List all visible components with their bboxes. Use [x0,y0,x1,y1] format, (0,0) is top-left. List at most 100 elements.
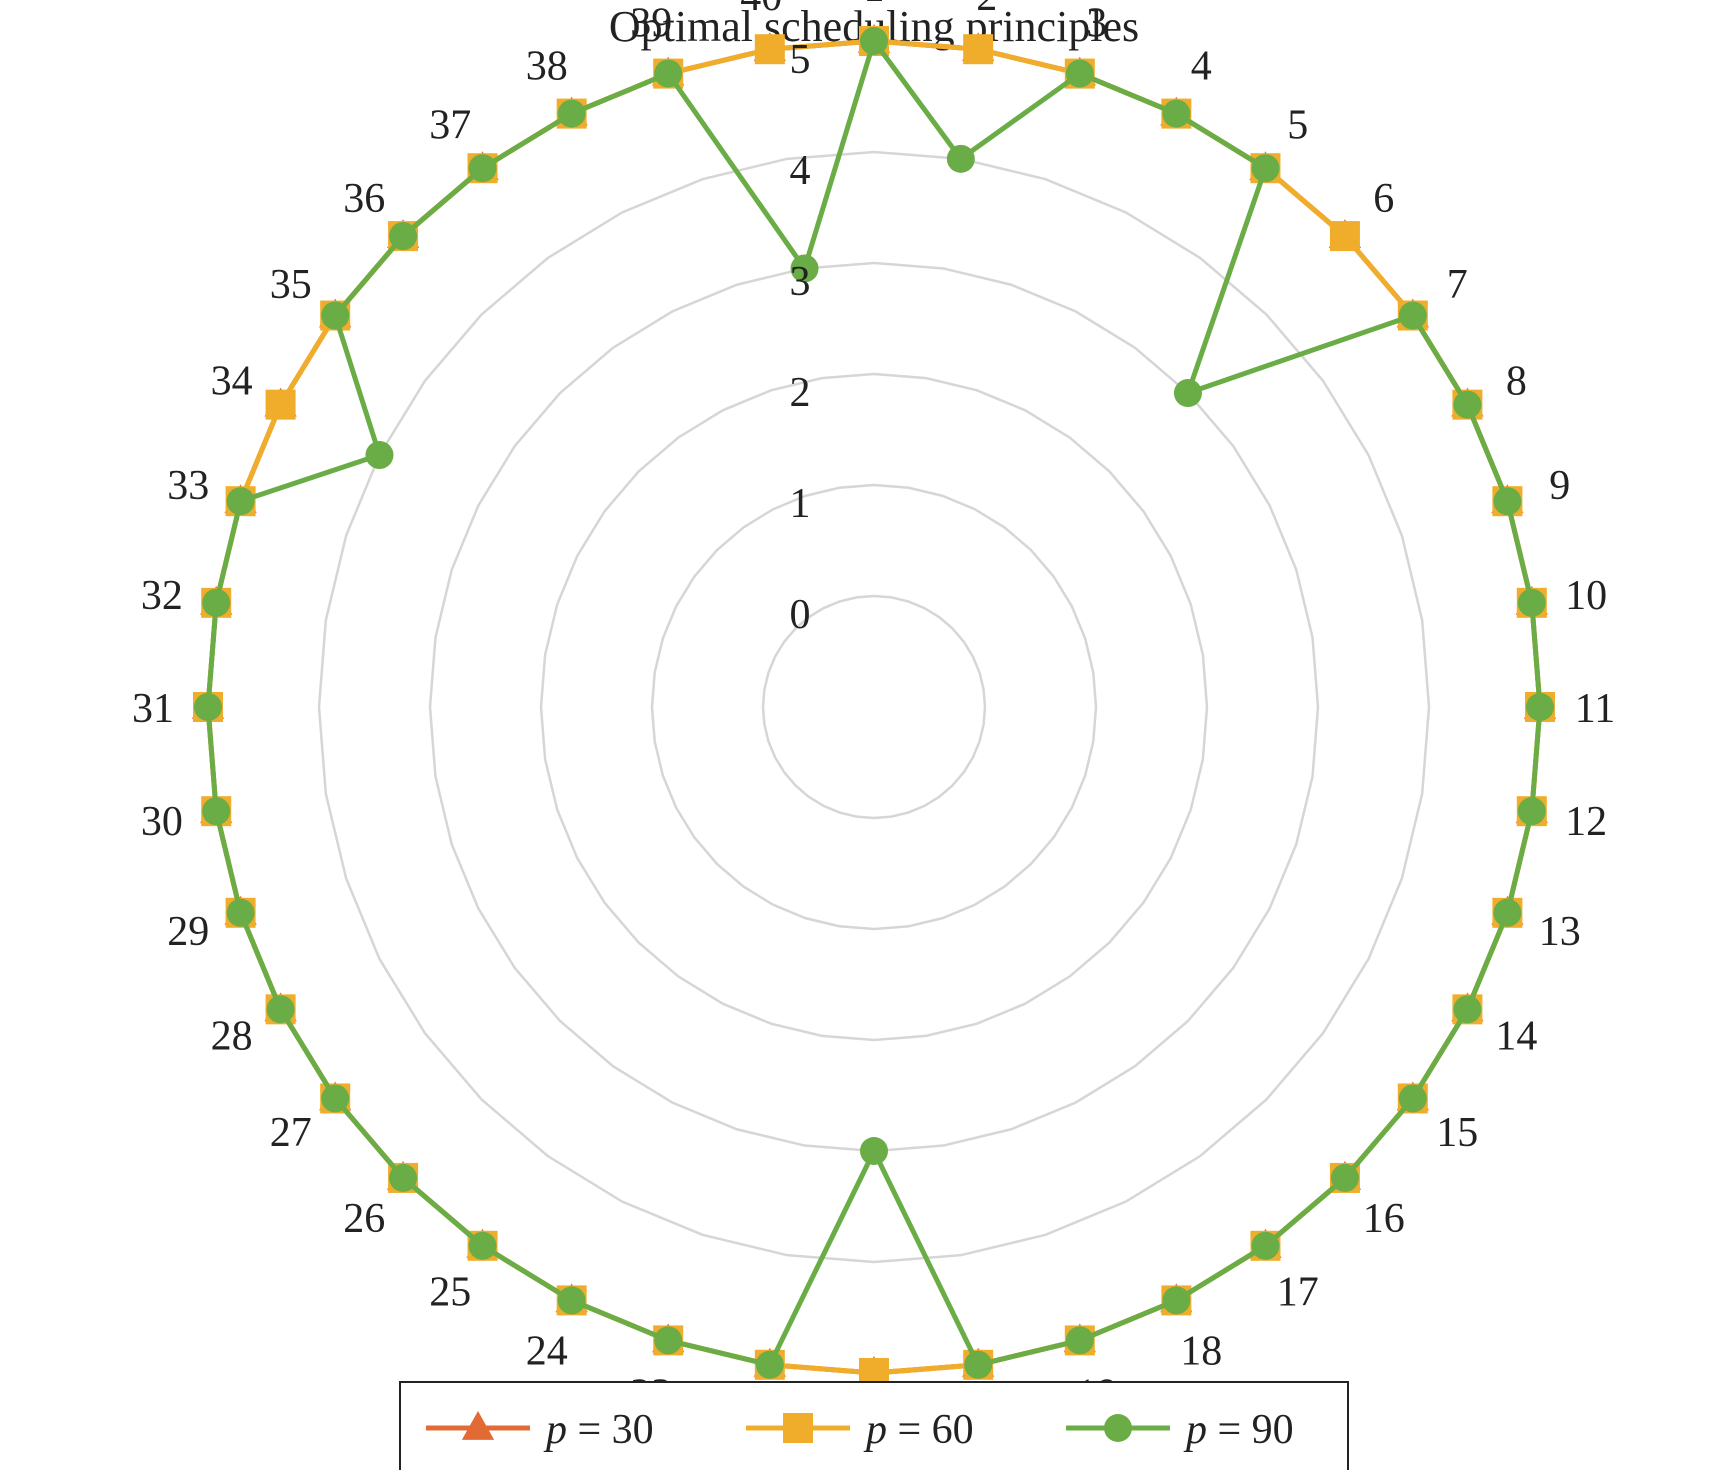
category-label: 1 [864,0,885,11]
category-label: 26 [343,1196,385,1242]
radial-tick-label: 0 [790,592,811,638]
data-point [226,487,255,516]
category-label: 35 [270,262,312,308]
legend-entry-3: p = 90 [1066,1407,1294,1453]
data-point [654,1326,683,1355]
category-labels: 1234567891011121314151617181920212223242… [132,0,1615,1453]
category-label: 32 [141,573,183,619]
category-label: 37 [429,103,471,149]
category-label: 40 [740,0,782,20]
category-label: 29 [167,909,209,955]
category-label: 28 [211,1013,253,1059]
category-label: 12 [1565,799,1607,845]
category-label: 14 [1495,1013,1537,1059]
legend-label: p = 60 [863,1407,974,1453]
gridline-4 [317,150,1431,1264]
data-point [1330,1163,1359,1192]
data-point [964,1350,993,1379]
data-point [1398,301,1427,330]
category-label: 38 [526,44,568,90]
legend-box [399,1381,1349,1470]
data-point [1329,221,1360,252]
data-point [321,1084,350,1113]
category-label: 34 [211,359,253,405]
gridline-2 [539,372,1209,1042]
data-point [1162,1286,1191,1315]
category-label: 30 [141,799,183,845]
data-point [1517,588,1546,617]
category-label: 8 [1506,359,1527,405]
data-point [1453,995,1482,1024]
legend-label: p = 90 [1183,1407,1294,1453]
category-label: 6 [1373,176,1394,222]
category-label: 31 [132,686,174,732]
category-label: 18 [1180,1328,1222,1374]
category-label: 5 [1287,103,1308,149]
category-label: 36 [343,176,385,222]
radial-tick-label: 3 [790,259,811,305]
data-point [1398,1084,1427,1113]
data-point [1526,693,1554,721]
radial-tick-labels: 0 1 2 3 4 5 [790,37,811,638]
data-point [860,1137,888,1165]
data-point [1493,487,1522,516]
data-point [790,254,819,283]
gridline-1 [650,483,1098,931]
radial-tick-label: 1 [790,481,811,527]
legend-label: p = 30 [543,1407,654,1453]
legend: p = 30 p = 60 p = 90 [399,1381,1349,1470]
data-point [202,797,231,826]
data-point [365,441,394,470]
category-label: 2 [976,0,997,20]
data-point [226,898,255,927]
category-label: 33 [167,463,209,509]
radial-tick-label: 5 [790,37,811,83]
category-label: 15 [1436,1110,1478,1156]
data-point [468,154,497,183]
data-point [1251,154,1280,183]
category-label: 3 [1086,0,1107,46]
category-label: 7 [1447,262,1468,308]
data-point [557,99,586,128]
data-point [389,222,418,251]
radial-tick-label: 4 [790,148,811,194]
data-point [1453,390,1482,419]
category-label: 9 [1549,463,1570,509]
data-point [265,389,296,420]
data-point [1517,797,1546,826]
data-point [321,301,350,330]
gridline-0 [761,594,987,820]
series-3 [194,27,1554,1379]
data-point [1251,1231,1280,1260]
data-point [1162,99,1191,128]
data-point [1493,898,1522,927]
data-point [202,588,231,617]
data-point [860,27,888,55]
category-label: 13 [1539,909,1581,955]
data-point [654,59,683,88]
data-point [194,693,222,721]
category-label: 10 [1565,573,1607,619]
radial-tick-label: 2 [790,370,811,416]
category-label: 16 [1363,1196,1405,1242]
category-label: 39 [630,0,672,46]
data-point [468,1231,497,1260]
category-label: 17 [1277,1269,1319,1315]
data-point [1065,59,1094,88]
category-label: 27 [270,1110,312,1156]
data-point [946,144,975,173]
data-point [389,1163,418,1192]
category-label: 11 [1575,686,1615,732]
series-layer [191,24,1557,1388]
legend-marker [783,1413,813,1443]
category-label: 4 [1191,44,1212,90]
data-point [266,995,295,1024]
data-point [1173,379,1202,408]
data-point [557,1286,586,1315]
data-point [755,1350,784,1379]
legend-entry-1: p = 30 [426,1407,654,1453]
data-point [1065,1326,1094,1355]
category-label: 24 [526,1328,568,1374]
category-label: 25 [429,1269,471,1315]
